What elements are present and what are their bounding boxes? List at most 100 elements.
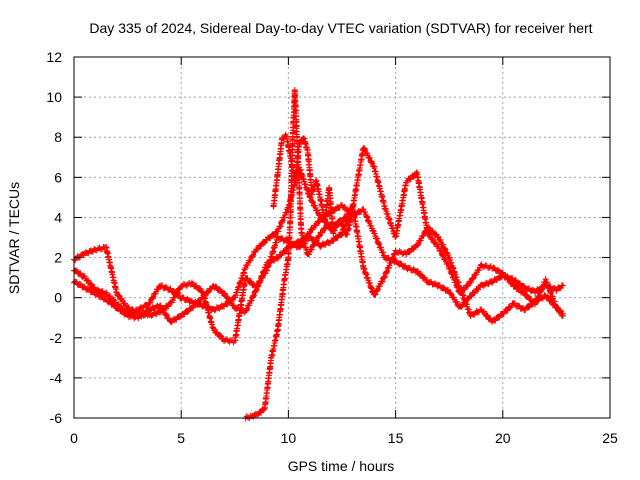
data-point [289, 212, 292, 215]
data-point [470, 315, 472, 317]
data-point [289, 156, 292, 158]
data-point [470, 295, 472, 297]
data-point [480, 264, 482, 267]
data-point [491, 321, 493, 323]
data-point [437, 285, 440, 287]
data-point [94, 248, 97, 251]
data-point [427, 281, 429, 283]
data-point [362, 266, 365, 269]
data-point [105, 246, 107, 249]
data-point [502, 273, 504, 275]
data-point [281, 138, 283, 140]
data-point [545, 295, 547, 297]
y-tick-label: 2 [54, 250, 62, 266]
data-point [148, 315, 150, 317]
data-point [307, 150, 309, 152]
data-point [480, 309, 482, 311]
data-point [84, 287, 86, 289]
data-point [116, 293, 118, 295]
data-point [148, 303, 150, 305]
data-point [307, 254, 309, 257]
data-point [298, 144, 300, 146]
data-point [384, 256, 386, 259]
y-tick-label: 6 [54, 169, 62, 185]
x-tick-label: 0 [70, 430, 78, 446]
data-point [512, 303, 515, 305]
data-point [251, 415, 253, 417]
data-point [302, 136, 305, 138]
data-point [416, 172, 418, 174]
data-point [437, 246, 440, 249]
data-point [169, 289, 172, 291]
data-point [94, 293, 97, 295]
x-tick-label: 25 [602, 430, 618, 446]
data-point [212, 309, 214, 311]
data-point [255, 289, 257, 291]
data-point [315, 180, 317, 182]
data-point [272, 206, 274, 209]
data-point [480, 285, 482, 287]
data-point [395, 260, 397, 263]
data-point [84, 277, 86, 279]
data-point [255, 248, 257, 251]
data-point [212, 285, 214, 287]
data-point [330, 240, 332, 243]
series-track [270, 131, 337, 237]
data-point [202, 305, 204, 307]
data-point [459, 307, 461, 309]
data-point [234, 307, 236, 309]
data-point [395, 236, 397, 239]
data-point [459, 287, 461, 289]
data-point [202, 291, 204, 293]
y-tick-label: -6 [50, 410, 63, 426]
data-point [137, 317, 139, 319]
data-point [159, 285, 161, 287]
data-point [448, 291, 450, 293]
data-point [555, 289, 558, 291]
data-point [437, 236, 440, 239]
data-point [319, 244, 322, 247]
data-point [234, 341, 236, 343]
data-point [373, 166, 375, 168]
data-point [244, 266, 247, 269]
data-point [191, 283, 193, 285]
x-tick-label: 5 [177, 430, 185, 446]
data-point [283, 281, 285, 283]
data-point [287, 256, 289, 259]
data-point [332, 232, 335, 235]
y-tick-label: 8 [54, 129, 62, 145]
data-point [127, 307, 129, 309]
data-point [180, 315, 182, 317]
data-point [234, 297, 236, 299]
data-point [277, 256, 279, 259]
data-point [105, 299, 107, 301]
data-point [328, 186, 330, 188]
x-tick-label: 20 [495, 430, 511, 446]
data-point [555, 307, 558, 309]
data-point [512, 279, 515, 281]
data-point [373, 232, 375, 235]
data-point [448, 256, 450, 259]
data-point [266, 262, 268, 265]
data-point [562, 285, 564, 287]
data-point [116, 307, 118, 309]
y-tick-label: 0 [54, 290, 62, 306]
data-point [313, 242, 315, 245]
data-point [309, 230, 311, 233]
x-axis-title: GPS time / hours [288, 458, 395, 474]
data-point [562, 313, 564, 315]
data-point [298, 240, 300, 243]
data-point [405, 180, 407, 182]
data-point [362, 208, 365, 211]
data-point [523, 293, 525, 295]
data-point [319, 216, 322, 219]
data-point [191, 307, 193, 309]
data-point [416, 244, 418, 247]
data-point [326, 224, 328, 227]
data-point [212, 329, 214, 331]
data-point [427, 232, 429, 235]
y-tick-label: 10 [46, 89, 62, 105]
data-point [309, 196, 311, 198]
